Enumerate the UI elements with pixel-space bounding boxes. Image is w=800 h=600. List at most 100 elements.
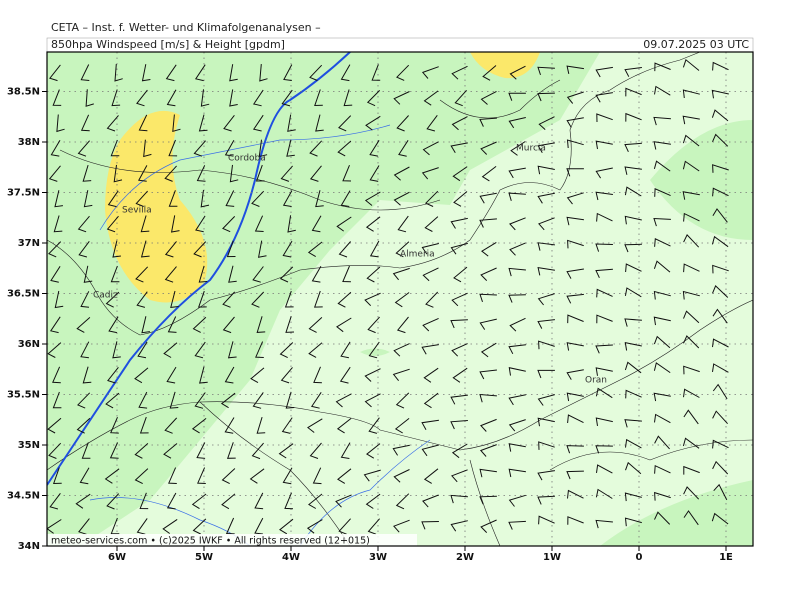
wind-barb [367, 316, 380, 334]
wind-barb [394, 418, 410, 434]
wind-barb [566, 268, 584, 279]
wind-barb [249, 468, 265, 484]
wind-barb [105, 392, 120, 409]
wind-barb [143, 139, 152, 158]
wind-barb [712, 363, 729, 373]
wind-barb [282, 240, 293, 258]
wind-barb [164, 241, 177, 258]
wind-barb [683, 465, 700, 475]
wind-barb [108, 316, 119, 334]
wind-barb [479, 444, 497, 457]
wind-barb [192, 518, 207, 535]
wind-barb [451, 292, 468, 307]
wind-barb [315, 190, 324, 208]
wind-barb [79, 467, 90, 485]
wind-barb [340, 442, 351, 459]
wind-barb [508, 344, 526, 355]
wind-barb [712, 383, 728, 400]
wind-barb [192, 316, 207, 333]
wind-barb [252, 114, 264, 132]
wind-barb [49, 492, 61, 510]
wind-barb [198, 265, 208, 283]
wind-barb [311, 215, 322, 233]
wind-barb [136, 518, 148, 535]
wind-barb [538, 340, 555, 350]
wind-barb [56, 114, 65, 133]
wind-barb [595, 140, 613, 150]
wind-barb [229, 89, 238, 107]
wind-barb [369, 165, 380, 182]
wind-barb [365, 216, 381, 232]
wind-barb [596, 314, 613, 324]
wind-barb [625, 389, 642, 399]
wind-barb [682, 191, 700, 200]
wind-barb [392, 444, 410, 456]
wind-barb [259, 64, 268, 82]
wind-barb [566, 65, 584, 75]
wind-barb [479, 117, 497, 127]
wind-barb [364, 368, 381, 382]
wind-barb [393, 191, 410, 206]
wind-barb [80, 291, 90, 308]
wind-barb [135, 266, 149, 283]
wind-barb [285, 316, 295, 333]
wind-barb [191, 493, 207, 510]
wind-barb [596, 288, 613, 298]
wind-barb [172, 114, 181, 132]
wind-barb [653, 141, 671, 150]
wind-barb [254, 517, 264, 535]
wind-barb [713, 483, 728, 501]
wind-barb [198, 114, 208, 132]
field-medium [360, 348, 390, 356]
wind-barb [395, 392, 410, 409]
wind-barb [284, 290, 294, 308]
wind-barb [682, 134, 700, 147]
wind-barb [712, 133, 729, 147]
wind-barb [653, 160, 671, 172]
wind-barb [712, 187, 729, 197]
wind-barb [49, 316, 61, 334]
wind-barb [364, 393, 381, 408]
wind-barb [566, 168, 584, 177]
wind-barb [450, 242, 468, 255]
wind-barb [169, 391, 179, 409]
wind-barb [479, 293, 497, 303]
wind-barb [538, 441, 555, 450]
wind-barb [537, 495, 555, 505]
wind-barb [48, 241, 62, 258]
wind-barb [682, 58, 700, 71]
wind-barb [537, 293, 555, 306]
wind-barb [566, 293, 584, 304]
wind-barb [368, 417, 380, 434]
wind-barb [194, 392, 206, 409]
wind-barb [221, 468, 236, 485]
wind-barb [106, 493, 120, 510]
wind-barb [112, 341, 121, 359]
wind-barb [335, 393, 352, 408]
wind-barb [595, 367, 613, 376]
wind-barb [595, 344, 613, 354]
wind-barb [595, 191, 613, 201]
wind-barb [653, 116, 671, 126]
wind-barb [80, 341, 90, 359]
wind-barb [194, 64, 206, 82]
wind-barb [222, 216, 236, 233]
wind-barb [537, 369, 555, 379]
field-high [470, 52, 540, 79]
wind-barb [134, 468, 149, 485]
wind-barb [654, 435, 670, 450]
wind-barb [166, 492, 177, 510]
wind-barb [595, 417, 613, 426]
wind-barb [396, 115, 409, 132]
wind-barb [452, 166, 468, 182]
wind-barb [422, 494, 439, 508]
wind-barb [258, 139, 268, 158]
wind-barb [279, 342, 294, 359]
wind-barb [54, 190, 63, 208]
wind-barb [250, 367, 265, 384]
wind-barb [225, 190, 235, 207]
wind-barb [228, 265, 237, 283]
wind-barb [653, 290, 671, 300]
wind-barb [451, 443, 468, 459]
wind-barb [595, 92, 613, 103]
